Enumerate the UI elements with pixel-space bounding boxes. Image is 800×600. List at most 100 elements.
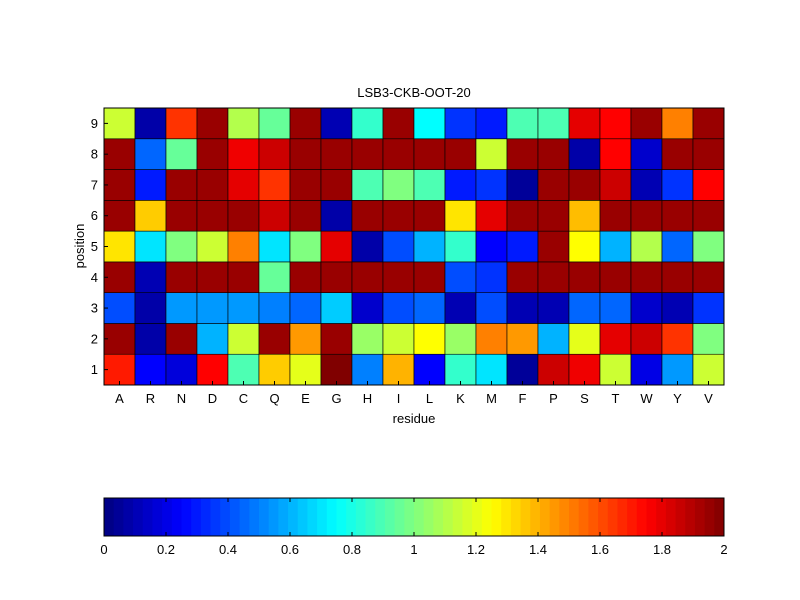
heatmap-cell-A-9	[103, 107, 136, 140]
heatmap-cell-C-7	[227, 169, 260, 201]
colorbar-step	[288, 498, 299, 536]
heatmap-cell-S-4	[568, 261, 601, 293]
heatmap-cell-V-2	[692, 323, 725, 355]
colorbar-tick-label: 0.4	[219, 542, 237, 557]
y-axis: 1 2 3 4 5 6 7 8 9	[91, 116, 108, 377]
colorbar-tick-label: 0.8	[343, 542, 361, 557]
colorbar-step	[259, 498, 270, 536]
heatmap-cell-W-3	[630, 292, 663, 324]
colorbar-step	[404, 498, 415, 536]
heatmap-cell-Y-9	[661, 107, 694, 140]
x-tick-label: S	[580, 391, 589, 406]
heatmap-cell-I-4	[382, 261, 415, 293]
heatmap-cell-D-2	[196, 323, 229, 355]
heatmap-cell-A-6	[103, 200, 136, 232]
colorbar-step	[627, 498, 638, 536]
colorbar-step	[123, 498, 134, 536]
x-axis-label: residue	[393, 411, 436, 426]
chart-title: LSB3-CKB-OOT-20	[357, 85, 470, 100]
heatmap-cell-N-8	[165, 138, 198, 170]
heatmap-cell-M-6	[475, 200, 508, 232]
heatmap-cell-Q-9	[258, 107, 291, 140]
colorbar-step	[443, 498, 454, 536]
heatmap-cell-W-7	[630, 169, 663, 201]
heatmap-cell-C-1	[227, 353, 260, 386]
heatmap-cell-L-5	[413, 230, 446, 263]
heatmap-cell-M-8	[475, 138, 508, 170]
colorbar-tick-label: 1.2	[467, 542, 485, 557]
heatmap-cell-H-3	[351, 292, 384, 324]
heatmap-cell-A-1	[103, 353, 136, 386]
heatmap-cell-G-7	[320, 169, 353, 201]
colorbar-step	[278, 498, 289, 536]
heatmap-cell-K-5	[444, 230, 477, 263]
colorbar	[104, 498, 725, 536]
colorbar-step	[423, 498, 434, 536]
heatmap-cell-K-4	[444, 261, 477, 293]
x-tick-label: W	[640, 391, 653, 406]
y-tick-label: 2	[91, 331, 98, 346]
colorbar-step	[704, 498, 715, 536]
heatmap-cell-I-9	[382, 107, 415, 140]
colorbar-step	[414, 498, 425, 536]
heatmap-cell-T-5	[599, 230, 632, 263]
heatmap-cell-S-8	[568, 138, 601, 170]
colorbar-step	[617, 498, 628, 536]
colorbar-step	[181, 498, 192, 536]
heatmap-cell-T-9	[599, 107, 632, 140]
heatmap-cell-S-5	[568, 230, 601, 263]
colorbar-tick-label: 1.4	[529, 542, 547, 557]
heatmap-cell-M-2	[475, 323, 508, 355]
heatmap-cell-Q-6	[258, 200, 291, 232]
colorbar-tick-label: 1	[410, 542, 417, 557]
colorbar-step	[636, 498, 647, 536]
heatmap-cell-N-4	[165, 261, 198, 293]
heatmap-cell-D-3	[196, 292, 229, 324]
x-tick-label: D	[208, 391, 217, 406]
heatmap-cell-F-1	[506, 353, 539, 386]
colorbar-step	[384, 498, 396, 536]
heatmap-cell-H-2	[351, 323, 384, 355]
heatmap-cell-L-3	[413, 292, 446, 324]
heatmap-cell-K-3	[444, 292, 477, 324]
colorbar-step	[297, 498, 308, 536]
heatmap-cell-H-7	[351, 169, 384, 201]
heatmap-cell-M-7	[475, 169, 508, 201]
y-tick-label: 7	[91, 177, 98, 192]
heatmap-cell-T-7	[599, 169, 632, 201]
heatmap-cell-Y-1	[661, 353, 694, 386]
colorbar-step	[210, 498, 221, 536]
heatmap-cell-W-5	[630, 230, 663, 263]
heatmap-cell-E-2	[289, 323, 322, 355]
colorbar-step	[104, 498, 115, 536]
colorbar-step	[646, 498, 657, 536]
colorbar-step	[588, 498, 599, 536]
heatmap-cell-E-9	[289, 107, 322, 140]
heatmap-cell-E-6	[289, 200, 322, 232]
heatmap-cell-S-6	[568, 200, 601, 232]
y-tick-label: 4	[91, 270, 98, 285]
colorbar-step	[317, 498, 328, 536]
heatmap-cell-S-1	[568, 353, 601, 386]
colorbar-tick-label: 0.2	[157, 542, 175, 557]
heatmap-cell-N-2	[165, 323, 198, 355]
heatmap-cell-L-6	[413, 200, 446, 232]
heatmap-cell-K-7	[444, 169, 477, 201]
colorbar-step	[113, 498, 124, 536]
heatmap-cell-I-2	[382, 323, 415, 355]
heatmap-cell-S-3	[568, 292, 601, 324]
x-tick-label: A	[115, 391, 124, 406]
colorbar-step	[191, 498, 202, 536]
colorbar-step	[133, 498, 144, 536]
heatmap-cell-T-2	[599, 323, 632, 355]
colorbar-step	[714, 498, 725, 536]
heatmap-cell-Y-8	[661, 138, 694, 170]
heatmap-cell-E-7	[289, 169, 322, 201]
colorbar-step	[152, 498, 163, 536]
colorbar-step	[200, 498, 211, 536]
heatmap-cell-L-2	[413, 323, 446, 355]
x-tick-label: L	[426, 391, 433, 406]
heatmap-cell-A-5	[103, 230, 136, 263]
heatmap-cell-K-2	[444, 323, 477, 355]
